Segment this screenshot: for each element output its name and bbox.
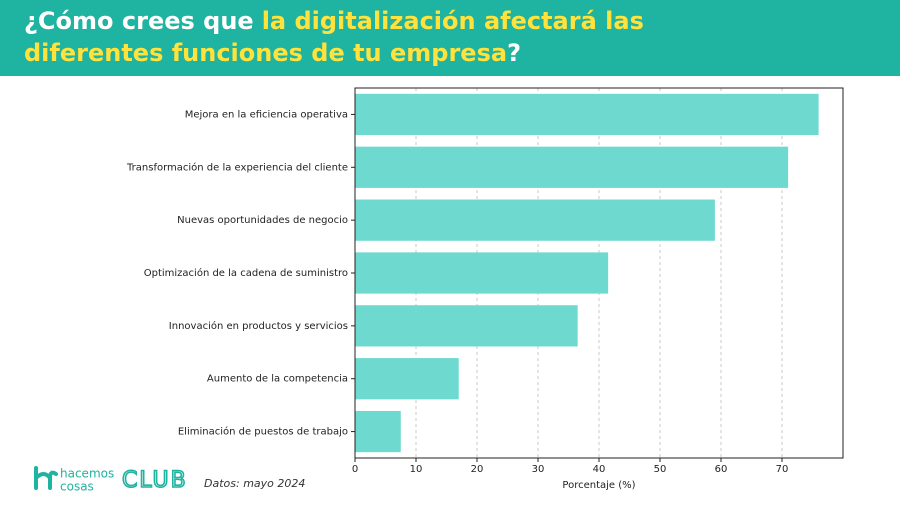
bar [355, 305, 578, 347]
title-part: diferentes funciones de tu empresa [24, 39, 507, 67]
logo-bottom: cosas [60, 480, 94, 494]
logo: hacemos cosas CLUB [34, 466, 188, 494]
bar [355, 199, 715, 241]
x-tick-label: 60 [715, 464, 728, 475]
y-tick-label: Innovación en productos y servicios [169, 320, 348, 332]
source: Datos: mayo 2024 [204, 477, 305, 490]
y-tick-label: Aumento de la competencia [207, 374, 348, 385]
title-part: ? [507, 39, 521, 67]
logo-icon [34, 466, 58, 490]
x-tick-label: 70 [776, 464, 789, 475]
bar [355, 410, 401, 453]
x-tick-label: 0 [352, 464, 358, 475]
x-axis-label: Porcentaje (%) [562, 480, 635, 491]
logo-top: hacemos [60, 467, 114, 481]
bar [355, 93, 819, 136]
x-tick-label: 30 [532, 464, 545, 475]
title-part: ¿Cómo crees que [24, 7, 254, 35]
header-band [0, 0, 900, 76]
y-tick-label: Nuevas oportunidades de negocio [177, 215, 348, 226]
x-tick-label: 20 [471, 464, 484, 475]
bar [355, 146, 789, 188]
y-tick-label: Eliminación de puestos de trabajo [178, 426, 348, 438]
club: CLUB [122, 468, 188, 493]
title-part: la digitalización afectará las [262, 7, 644, 35]
bar [355, 252, 609, 294]
x-tick-label: 10 [410, 464, 423, 475]
y-tick-label: Optimización de la cadena de suministro [144, 267, 348, 279]
y-tick-label: Mejora en la eficiencia operativa [185, 109, 348, 120]
x-tick-label: 50 [654, 464, 667, 475]
x-tick-label: 40 [593, 464, 606, 475]
title-line-2: diferentes funciones de tu empresa? [24, 39, 521, 67]
bar [355, 358, 459, 400]
y-tick-label: Transformación de la experiencia del cli… [126, 161, 348, 173]
plot-frame [354, 87, 844, 459]
title-line-1: ¿Cómo crees que la digitalización afectar… [24, 7, 644, 35]
